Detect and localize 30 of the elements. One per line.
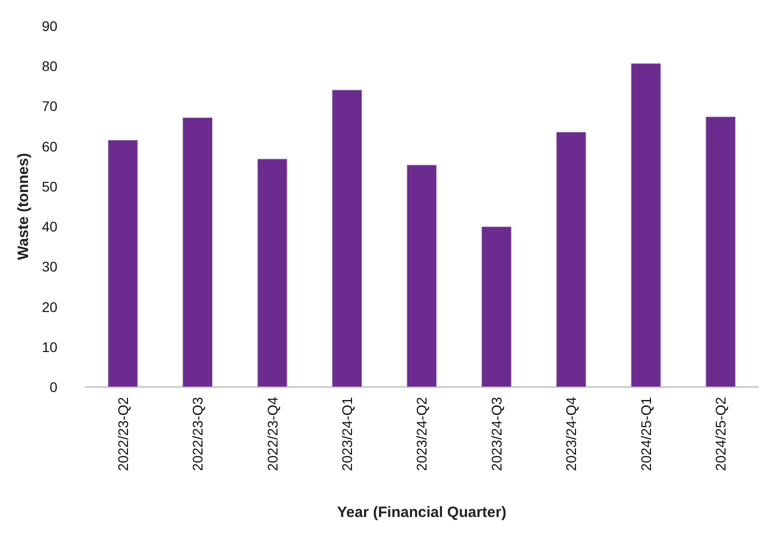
bar <box>406 164 437 387</box>
bar <box>556 132 586 387</box>
y-tick-label: 0 <box>50 379 58 395</box>
y-tick-label: 20 <box>42 298 58 315</box>
y-tick-label: 80 <box>42 58 58 74</box>
bar <box>332 90 362 387</box>
y-tick-label: 30 <box>42 258 58 275</box>
y-tick-label: 40 <box>42 218 58 235</box>
x-tick-label: 2023/24-Q4 <box>563 396 580 471</box>
x-tick-label: 2022/23-Q2 <box>114 396 131 471</box>
bar <box>482 226 512 387</box>
bar <box>706 116 736 387</box>
x-tick-label: 2023/24-Q2 <box>414 396 430 471</box>
bar <box>108 140 138 387</box>
y-tick-label: 90 <box>42 18 58 34</box>
y-axis-title: Waste (tonnes) <box>15 153 32 260</box>
bar <box>630 63 661 387</box>
y-tick-label: 50 <box>42 178 58 194</box>
x-tick-label: 2024/25-Q1 <box>638 396 654 471</box>
x-tick-label: 2024/25-Q2 <box>712 396 729 471</box>
x-tick-label: 2022/23-Q3 <box>190 396 206 471</box>
x-tick-label: 2023/24-Q1 <box>339 396 356 471</box>
bar <box>257 158 288 387</box>
x-axis-title: Year (Financial Quarter) <box>337 504 506 521</box>
x-tick-label: 2023/24-Q3 <box>488 396 504 471</box>
y-tick-label: 70 <box>42 98 58 114</box>
x-tick-label: 2022/23-Q4 <box>264 396 280 471</box>
bar <box>182 117 213 387</box>
y-tick-label: 60 <box>42 138 58 154</box>
y-tick-label: 10 <box>42 338 58 355</box>
